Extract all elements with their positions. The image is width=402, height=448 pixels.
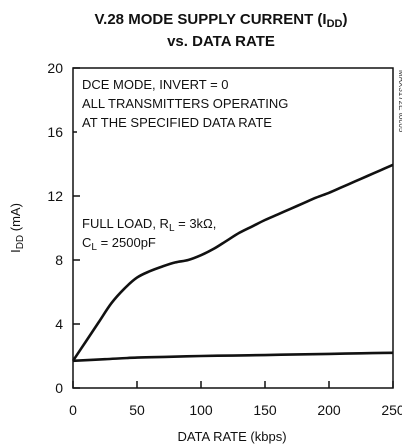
x-tick-label-0: 0 bbox=[69, 402, 77, 418]
y-tick-label-3: 12 bbox=[47, 188, 63, 204]
y-tick-label-4: 16 bbox=[47, 124, 63, 140]
y-tick-label-5: 20 bbox=[47, 60, 63, 76]
x-tick-label-2: 100 bbox=[189, 402, 213, 418]
x-tick-label-1: 50 bbox=[129, 402, 145, 418]
figure-id: MAX3172E toc05 bbox=[397, 70, 402, 133]
full-load-series-line bbox=[71, 163, 394, 362]
y-axis-label: IDD (mA) bbox=[8, 203, 26, 253]
chart-title-line2: vs. DATA RATE bbox=[167, 33, 275, 50]
x-tick-label-3: 150 bbox=[253, 402, 277, 418]
x-axis-label: DATA RATE (kbps) bbox=[177, 429, 286, 444]
chart-title-line1: V.28 MODE SUPPLY CURRENT (IDD) bbox=[95, 11, 348, 30]
annotation-line-1: DCE MODE, INVERT = 0 bbox=[82, 77, 229, 92]
full-load-line-1: FULL LOAD, RL = 3kΩ, bbox=[82, 216, 216, 234]
series-group bbox=[71, 163, 394, 363]
x-tick-label-5: 250 bbox=[381, 402, 402, 418]
x-axis-ticks: 0 50 100 150 200 250 bbox=[69, 381, 402, 418]
annotation-background bbox=[77, 72, 297, 138]
plot-frame bbox=[72, 67, 394, 389]
y-axis-ticks: 0 4 8 12 16 20 bbox=[47, 60, 80, 396]
x-tick-label-4: 200 bbox=[317, 402, 341, 418]
y-tick-label-1: 4 bbox=[55, 316, 63, 332]
y-tick-label-2: 8 bbox=[55, 252, 63, 268]
full-load-line-2: CL = 2500pF bbox=[82, 235, 156, 253]
y-tick-label-0: 0 bbox=[55, 380, 63, 396]
no-load-series-line bbox=[72, 351, 394, 363]
annotation-line-3: AT THE SPECIFIED DATA RATE bbox=[82, 115, 272, 130]
annotation-line-2: ALL TRANSMITTERS OPERATING bbox=[82, 96, 288, 111]
